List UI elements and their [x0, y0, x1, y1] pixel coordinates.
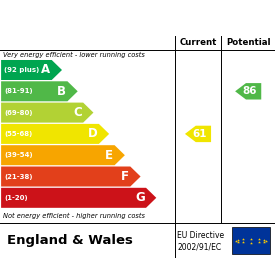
Text: A: A	[41, 63, 50, 77]
Text: D: D	[88, 127, 98, 140]
Text: (1-20): (1-20)	[4, 195, 28, 201]
Polygon shape	[1, 166, 141, 187]
Bar	[232, 227, 270, 254]
Polygon shape	[1, 188, 156, 208]
Text: England & Wales: England & Wales	[7, 234, 133, 247]
Text: F: F	[121, 170, 129, 183]
Text: (21-38): (21-38)	[4, 174, 33, 180]
Text: 86: 86	[243, 86, 257, 96]
Text: (69-80): (69-80)	[4, 110, 33, 116]
Polygon shape	[1, 103, 94, 123]
Text: B: B	[57, 85, 66, 98]
Text: 2002/91/EC: 2002/91/EC	[177, 242, 221, 251]
Polygon shape	[185, 126, 211, 142]
Text: Current: Current	[179, 38, 217, 47]
Polygon shape	[1, 124, 109, 144]
Polygon shape	[235, 83, 261, 100]
Text: Not energy efficient - higher running costs: Not energy efficient - higher running co…	[3, 213, 145, 219]
Text: (55-68): (55-68)	[4, 131, 33, 137]
Text: EU Directive: EU Directive	[177, 231, 224, 240]
Polygon shape	[1, 81, 78, 101]
Text: Very energy efficient - lower running costs: Very energy efficient - lower running co…	[3, 52, 145, 58]
Text: E: E	[105, 149, 113, 162]
Text: (81-91): (81-91)	[4, 88, 33, 94]
Text: (92 plus): (92 plus)	[4, 67, 40, 73]
Polygon shape	[1, 145, 125, 165]
Text: Potential: Potential	[226, 38, 270, 47]
Polygon shape	[1, 60, 62, 80]
Text: 61: 61	[192, 129, 207, 139]
Text: C: C	[73, 106, 82, 119]
Text: G: G	[135, 191, 145, 204]
Text: Energy Efficiency Rating: Energy Efficiency Rating	[8, 10, 210, 25]
Text: (39-54): (39-54)	[4, 152, 33, 158]
